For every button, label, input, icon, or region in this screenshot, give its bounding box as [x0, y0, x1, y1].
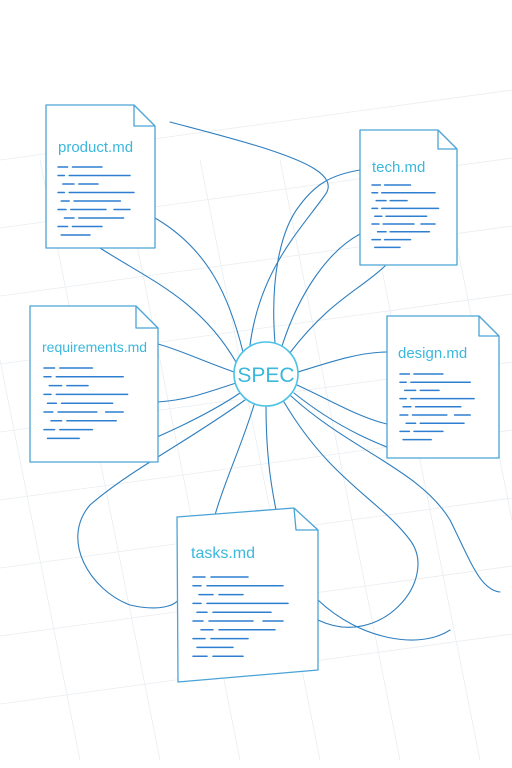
content-lines — [57, 166, 135, 236]
content-lines — [43, 367, 129, 440]
connector-line — [288, 265, 386, 355]
connector-line — [281, 233, 361, 347]
document-icon — [386, 315, 500, 459]
connector-line — [154, 217, 244, 353]
document-title: product.md — [58, 139, 133, 156]
connector-line — [265, 405, 277, 511]
hub-label: SPEC — [237, 364, 294, 387]
page-fold — [133, 105, 155, 127]
document-icon — [29, 305, 159, 463]
document-title: requirements.md — [42, 339, 147, 355]
document-design: design.md — [386, 315, 500, 459]
content-lines — [192, 576, 289, 657]
document-icon — [45, 104, 156, 249]
connector-lines — [77, 121, 501, 641]
document-tech: tech.md — [359, 129, 458, 266]
document-icon — [359, 129, 458, 266]
connector-line — [283, 401, 419, 628]
content-lines — [399, 373, 475, 441]
spec-hub: SPEC — [233, 341, 299, 407]
connector-line — [169, 121, 329, 346]
connector-line — [290, 395, 501, 593]
grid-line — [279, 159, 401, 761]
grid-line — [439, 159, 512, 523]
page-fold — [293, 507, 318, 531]
hub-circle — [233, 341, 299, 407]
grid-line — [0, 357, 81, 761]
document-tasks: tasks.md — [176, 507, 319, 683]
connector-line — [296, 384, 388, 425]
connector-line — [157, 343, 235, 373]
connector-line — [99, 247, 237, 363]
document-title: tasks.md — [191, 545, 255, 562]
page-fold — [437, 130, 457, 150]
connector-line — [273, 169, 361, 344]
content-lines — [371, 184, 440, 249]
document-product: product.md — [45, 104, 156, 249]
document-requirements: requirements.md — [29, 305, 159, 463]
page-fold — [135, 306, 158, 329]
document-title: tech.md — [372, 159, 425, 176]
connector-line — [214, 404, 255, 516]
connector-line — [157, 382, 237, 403]
connector-line — [317, 599, 451, 641]
document-title: design.md — [398, 345, 467, 362]
connector-line — [297, 351, 388, 373]
connector-line — [77, 399, 246, 609]
page-fold — [478, 316, 499, 337]
